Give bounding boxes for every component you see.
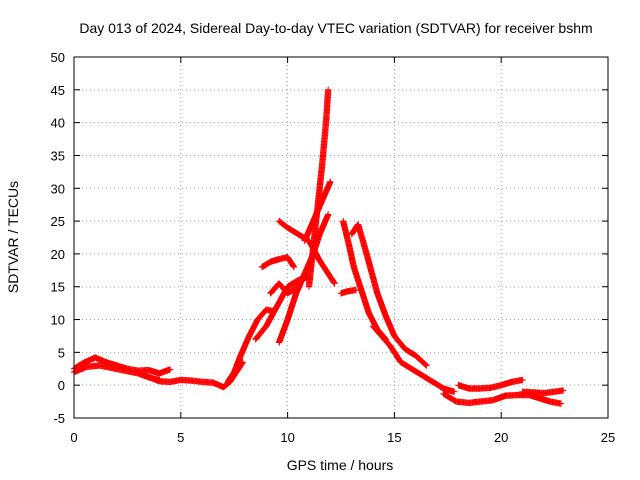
y-tick-label: 40 xyxy=(51,116,65,131)
series-track-4 xyxy=(224,306,276,386)
y-tick-label: 45 xyxy=(51,83,65,98)
y-tick-label: -5 xyxy=(53,411,65,426)
grid xyxy=(74,57,608,418)
x-tick-label: 0 xyxy=(70,430,77,445)
series-track-16 xyxy=(440,390,565,407)
y-tick-label: 0 xyxy=(58,378,65,393)
series-track-15 xyxy=(369,322,458,395)
x-tick-label: 20 xyxy=(494,430,508,445)
data-series xyxy=(70,86,567,407)
series-track-11 xyxy=(301,178,334,244)
x-tick-label: 10 xyxy=(280,430,294,445)
series-track-18 xyxy=(519,387,567,397)
y-tick-label: 20 xyxy=(51,247,65,262)
x-axis-label: GPS time / hours xyxy=(287,457,394,473)
y-tick-label: 5 xyxy=(58,345,65,360)
y-axis-label: SDTVAR / TECUs xyxy=(5,181,21,293)
y-tick-label: 15 xyxy=(51,280,65,295)
tick-labels: 0 5 10 15 20 25 -5 0 5 10 15 20 25 30 35 40 45 50 xyxy=(51,50,616,445)
chart-title: Day 013 of 2024, Sidereal Day-to-day VTE… xyxy=(79,20,592,36)
y-tick-label: 30 xyxy=(51,181,65,196)
series-track-17 xyxy=(455,376,526,392)
plot-frame xyxy=(73,56,609,419)
y-tick-label: 50 xyxy=(51,50,65,65)
y-tick-label: 35 xyxy=(51,148,65,163)
x-tick-label: 15 xyxy=(387,430,401,445)
series-track-12 xyxy=(337,286,360,297)
y-tick-label: 25 xyxy=(51,214,65,229)
y-tick-label: 10 xyxy=(51,313,65,328)
series-track-14 xyxy=(348,221,430,369)
series-track-6 xyxy=(258,254,298,271)
x-tick-label: 25 xyxy=(601,430,615,445)
x-tick-label: 5 xyxy=(177,430,184,445)
